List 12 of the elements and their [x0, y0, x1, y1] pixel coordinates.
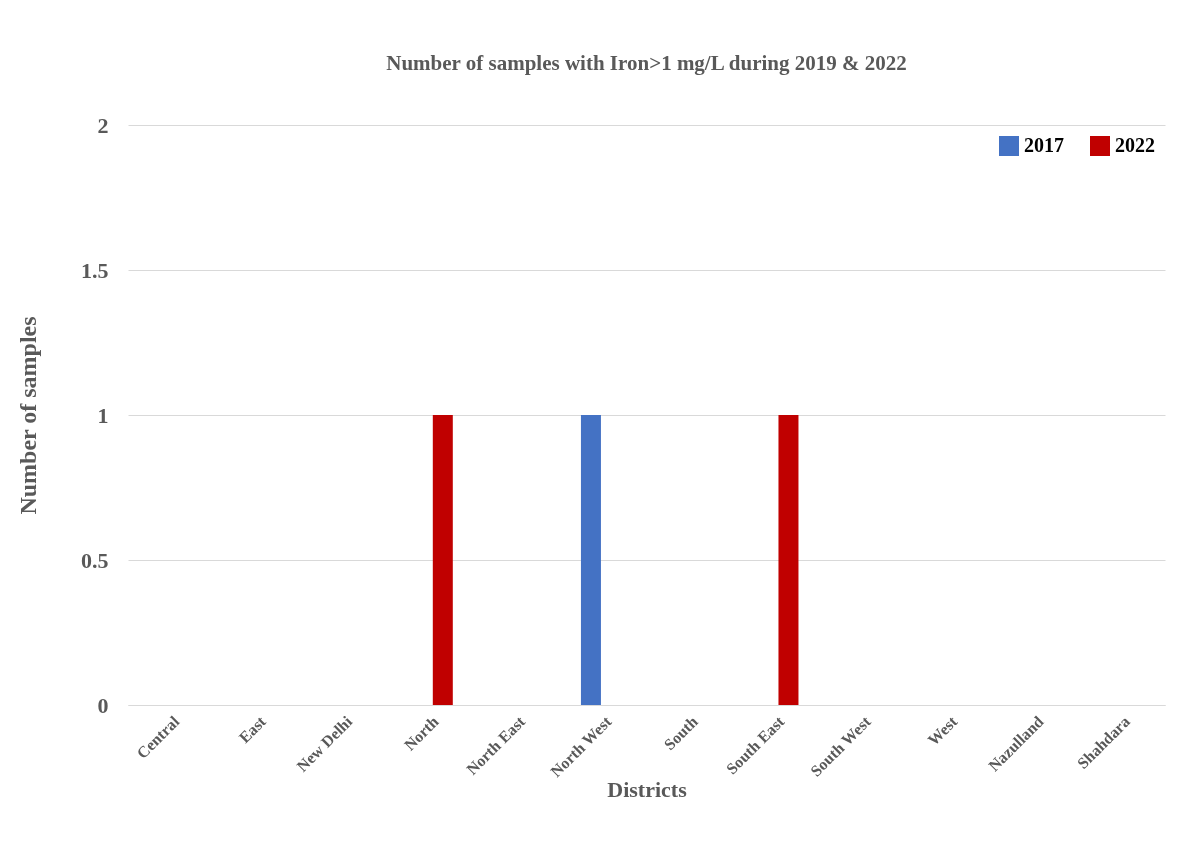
y-tick-label: 2	[97, 112, 109, 138]
x-tick-label: East	[235, 712, 270, 747]
x-axis-title: Districts	[607, 777, 688, 803]
y-tick-label: 0.5	[81, 547, 109, 573]
legend-label: 2017	[1024, 134, 1064, 156]
y-tick-label: 0	[97, 692, 109, 718]
legend-label: 2022	[1115, 134, 1155, 156]
x-tick-label: West	[924, 712, 961, 749]
y-tick-label: 1	[97, 402, 109, 428]
y-tick-label: 1.5	[81, 257, 109, 283]
y-axis-title: Number of samples	[15, 316, 41, 515]
chart-title: Number of samples with Iron>1 mg/L during 2019 & 2022	[386, 51, 907, 75]
